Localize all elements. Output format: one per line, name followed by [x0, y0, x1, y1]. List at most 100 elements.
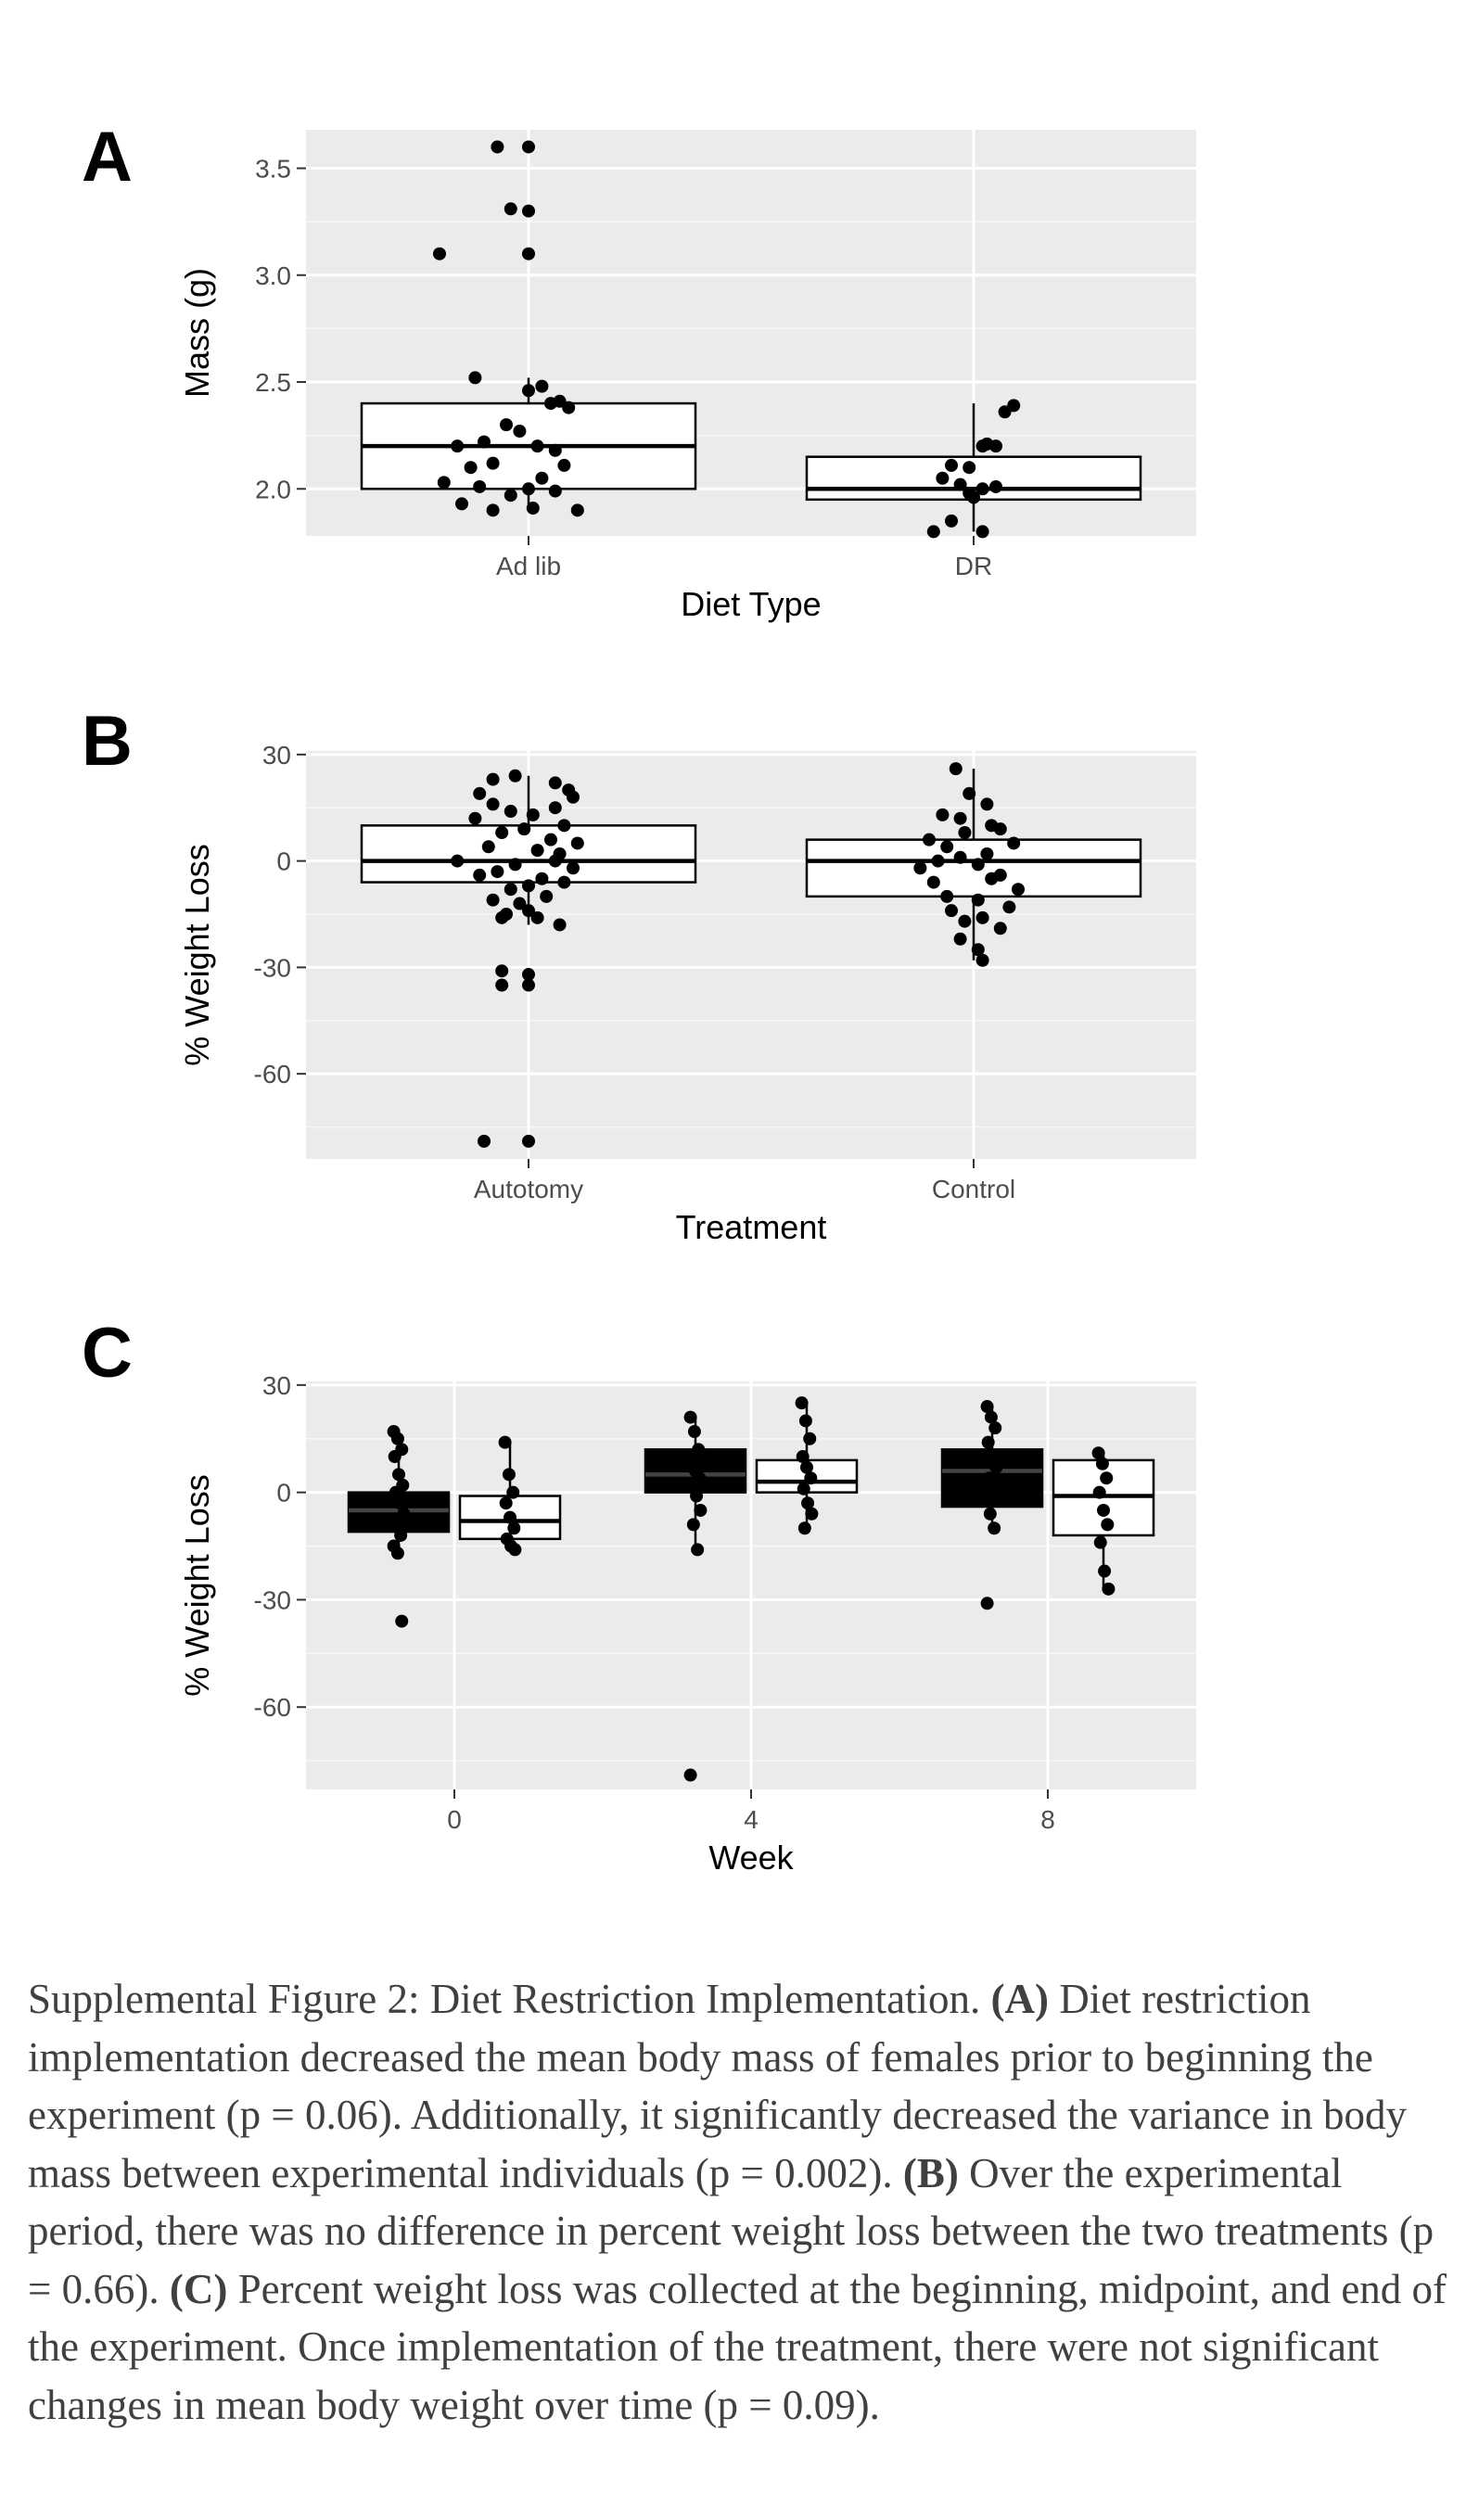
x-tick-label: 8: [1040, 1805, 1055, 1834]
data-point: [502, 1468, 516, 1482]
data-point: [803, 1432, 817, 1445]
data-point: [982, 1471, 996, 1485]
data-point: [985, 872, 999, 885]
data-point: [393, 1496, 407, 1510]
data-point: [963, 786, 976, 800]
panel-letter-c: C: [82, 1314, 133, 1393]
data-point: [504, 1510, 516, 1524]
data-point: [495, 826, 509, 839]
data-point: [468, 371, 482, 385]
data-point: [522, 384, 535, 398]
caption-b-text: Over the experimental period, there was …: [28, 2149, 1434, 2312]
data-point: [504, 883, 517, 897]
x-axis-title: Week: [708, 1839, 794, 1877]
data-point: [1002, 900, 1016, 914]
data-point: [508, 769, 522, 783]
data-point: [390, 1432, 404, 1445]
data-point: [1092, 1485, 1106, 1499]
data-point: [508, 1543, 522, 1557]
data-point: [570, 836, 584, 850]
data-point: [989, 1460, 1003, 1474]
data-point: [486, 456, 500, 470]
data-point: [980, 846, 994, 860]
data-point: [926, 525, 940, 539]
data-point: [522, 904, 535, 918]
panel-letter-b: B: [82, 702, 133, 781]
data-point: [998, 405, 1012, 419]
data-point: [975, 525, 989, 539]
data-point: [958, 914, 972, 928]
data-point: [804, 1471, 818, 1485]
y-axis-title: % Weight Loss: [178, 844, 216, 1065]
data-point: [522, 140, 535, 154]
data-point: [504, 202, 517, 216]
data-point: [567, 790, 580, 804]
data-point: [522, 978, 535, 992]
data-point: [1093, 1535, 1107, 1549]
data-point: [685, 1478, 699, 1492]
y-tick-label: 2.5: [255, 368, 291, 397]
data-point: [394, 1528, 408, 1542]
data-point: [388, 1450, 402, 1464]
data-point: [949, 762, 963, 776]
data-point: [800, 1460, 813, 1474]
panel-b: B 30 0 -30 -60 Autotomy Control Treatment % Wei…: [0, 640, 1479, 1270]
panel-letter-a: A: [82, 118, 133, 197]
data-point: [553, 918, 567, 932]
data-point: [993, 822, 1007, 836]
data-point: [690, 1489, 704, 1503]
data-point: [500, 418, 513, 432]
chart-a: 2.0 2.5 3.0 3.5 Ad lib DR Diet Type Mass (g): [178, 130, 1196, 623]
y-tick-label: 30: [262, 1371, 291, 1400]
data-point: [397, 1507, 411, 1521]
data-point: [983, 1507, 997, 1521]
data-point: [455, 497, 468, 511]
x-tick-label: DR: [955, 552, 992, 580]
data-point: [797, 1482, 810, 1495]
data-point: [971, 858, 985, 872]
data-point: [692, 1443, 706, 1457]
data-point: [989, 439, 1002, 453]
x-tick-label: 0: [447, 1805, 462, 1834]
data-point: [495, 910, 509, 924]
data-point: [936, 471, 950, 485]
data-point: [940, 889, 954, 903]
data-point: [506, 1485, 520, 1499]
data-point: [522, 968, 535, 982]
data-point: [530, 439, 544, 453]
data-point: [491, 140, 504, 154]
x-tick-label: Autotomy: [474, 1175, 583, 1203]
data-point: [526, 808, 540, 821]
data-point: [392, 1468, 405, 1482]
data-point: [691, 1543, 705, 1557]
data-point: [507, 1521, 521, 1535]
data-point: [433, 247, 446, 261]
data-point: [395, 1614, 409, 1628]
data-point: [499, 1496, 513, 1510]
data-point: [975, 482, 989, 496]
data-point: [988, 1521, 1001, 1535]
data-point: [1100, 1471, 1114, 1485]
data-point: [473, 868, 487, 882]
data-point: [981, 1435, 995, 1449]
data-point: [504, 489, 517, 503]
data-point: [923, 833, 936, 846]
data-point: [1097, 1503, 1110, 1517]
data-point: [980, 1400, 994, 1414]
data-point: [481, 840, 495, 854]
data-point: [548, 854, 562, 868]
data-point: [389, 1485, 402, 1499]
data-point: [389, 1518, 403, 1532]
data-point: [464, 461, 478, 475]
data-point: [513, 897, 527, 910]
data-point: [495, 964, 509, 978]
data-point: [530, 844, 544, 858]
y-tick-label: 0: [276, 847, 291, 876]
chart-b: 30 0 -30 -60 Autotomy Control Treatment % Weigh…: [178, 741, 1196, 1246]
y-axis-title: % Weight Loss: [178, 1474, 216, 1696]
data-point: [1098, 1564, 1112, 1578]
data-point: [987, 1482, 1001, 1495]
data-point: [940, 840, 954, 854]
data-point: [984, 1410, 998, 1424]
data-point: [1095, 1457, 1109, 1470]
